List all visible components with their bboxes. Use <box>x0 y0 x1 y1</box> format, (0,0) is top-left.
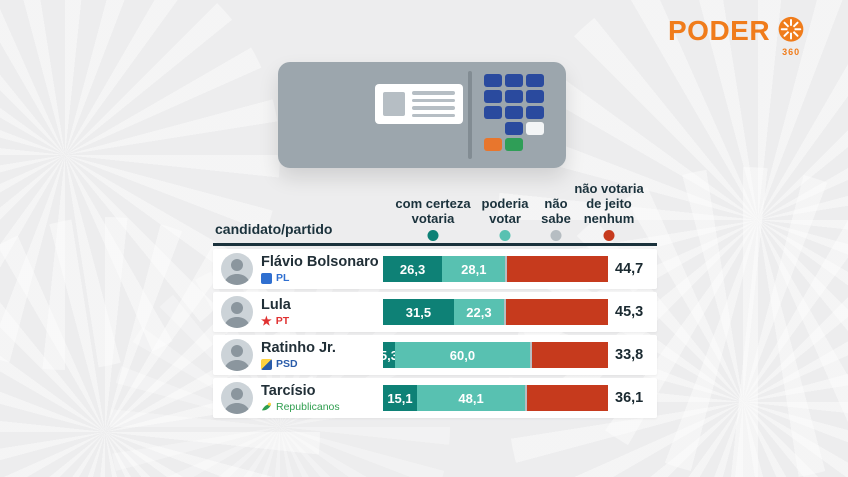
bar-value: 48,1 <box>458 390 484 406</box>
candidate-name: Lula <box>261 297 291 313</box>
candidate-name: Tarcísio <box>261 383 316 399</box>
bar-segment-nao-votaria <box>531 342 608 368</box>
stacked-bar: 15,1 48,1 <box>383 385 608 411</box>
bar-segment-certeza: 5,3 <box>379 342 398 368</box>
party-name: PSD <box>276 358 298 370</box>
bar-segment-nao-sabe <box>505 256 508 282</box>
party-name: PL <box>276 272 290 284</box>
keypad-key <box>505 106 523 119</box>
party-name: PT <box>275 315 290 327</box>
bar-segment-certeza: 26,3 <box>383 256 443 282</box>
header-divider <box>213 243 657 246</box>
legend-label-nao-votaria: não votaria de jeito nenhum <box>574 181 644 227</box>
legend-label-com-certeza-votaria: com certeza votaria <box>395 196 471 227</box>
bar-segment-nao-votaria <box>507 256 608 282</box>
stacked-bar: 31,5 22,3 <box>383 299 608 325</box>
legend-label-poderia-votar: poderia votar <box>481 196 529 227</box>
legend-label-nao-sabe: não sabe <box>541 196 571 227</box>
bar-value-nao-votaria: 44,7 <box>615 261 644 277</box>
keypad-key <box>484 74 502 87</box>
bar-value: 5,3 <box>379 347 398 363</box>
bar-segment-poderia: 60,0 <box>394 342 530 368</box>
party-logo-pt-icon: ★ <box>261 313 272 328</box>
bar-segment-nao-sabe <box>504 299 507 325</box>
bar-segment-certeza: 15,1 <box>383 385 417 411</box>
bar-segment-nao-sabe <box>529 342 532 368</box>
candidate-photo <box>221 382 253 414</box>
stacked-bar: 5,3 60,0 <box>379 342 608 368</box>
keypad-key <box>484 90 502 103</box>
keypad-key-corrige <box>484 138 502 151</box>
table-row: Lula ★ PT 31,5 22,3 45,3 <box>213 292 657 332</box>
screen-photo-placeholder <box>383 92 405 116</box>
stacked-bar: 26,3 28,1 <box>383 256 608 282</box>
candidate-photo <box>221 339 253 371</box>
keypad-key <box>484 106 502 119</box>
legend-dot-com-certeza-votaria <box>427 230 439 241</box>
voting-machine-illustration <box>278 62 566 168</box>
bar-value-nao-votaria: 33,8 <box>615 347 644 363</box>
voting-machine-screen <box>375 84 463 124</box>
bar-value: 31,5 <box>405 304 432 320</box>
person-silhouette-icon <box>224 302 250 328</box>
logo-360: 360 <box>782 47 801 57</box>
machine-divider <box>468 71 472 159</box>
legend-dot-nao-votaria <box>603 230 615 241</box>
keypad-key <box>505 90 523 103</box>
bar-value: 26,3 <box>399 261 426 277</box>
legend-dot-nao-sabe <box>550 230 562 241</box>
party-logo-psd-icon <box>261 358 272 370</box>
legend-dot-poderia-votar <box>499 230 511 241</box>
bar-segment-poderia: 22,3 <box>453 299 505 325</box>
keypad-key-branco <box>526 122 544 135</box>
bar-value: 15,1 <box>387 390 413 406</box>
table-row: Tarcísio Republicanos 15,1 48,1 36,1 <box>213 378 657 418</box>
screen-text-lines <box>412 91 455 117</box>
keypad-key-zero <box>505 122 523 135</box>
person-silhouette-icon <box>224 388 250 414</box>
bar-segment-poderia: 28,1 <box>442 256 506 282</box>
bar-value: 22,3 <box>466 304 492 320</box>
person-silhouette-icon <box>224 259 250 285</box>
poder360-logo: PODER 360 <box>668 15 808 57</box>
candidate-photo <box>221 296 253 328</box>
person-silhouette-icon <box>224 345 250 371</box>
bar-value: 28,1 <box>461 261 487 277</box>
candidate-name: Flávio Bolsonaro <box>261 254 379 270</box>
logo-wordmark: PODER <box>668 15 771 46</box>
bar-segment-nao-votaria <box>506 299 608 325</box>
bar-segment-certeza: 31,5 <box>383 299 454 325</box>
sun-icon <box>778 16 804 42</box>
candidate-photo <box>221 253 253 285</box>
bar-segment-poderia: 48,1 <box>416 385 526 411</box>
voting-machine-keypad <box>484 74 544 151</box>
keypad-key-confirma <box>505 138 523 151</box>
candidate-name: Ratinho Jr. <box>261 340 336 356</box>
party-logo-pl-icon <box>261 272 272 284</box>
bar-segment-nao-votaria <box>526 385 608 411</box>
keypad-key <box>526 90 544 103</box>
column-header-candidate: candidato/partido <box>215 221 333 237</box>
party-name: Republicanos <box>276 401 340 413</box>
table-row: Flávio Bolsonaro PL 26,3 28,1 44,7 <box>213 249 657 289</box>
bar-segment-nao-sabe <box>525 385 527 411</box>
bar-value-nao-votaria: 45,3 <box>615 304 644 320</box>
keypad-key <box>526 74 544 87</box>
party-logo-republicanos-icon <box>261 402 272 410</box>
bar-value-nao-votaria: 36,1 <box>615 390 644 406</box>
keypad-key <box>505 74 523 87</box>
bar-value: 60,0 <box>449 347 476 363</box>
keypad-key <box>526 106 544 119</box>
table-row: Ratinho Jr. PSD 5,3 60,0 33,8 <box>213 335 657 375</box>
